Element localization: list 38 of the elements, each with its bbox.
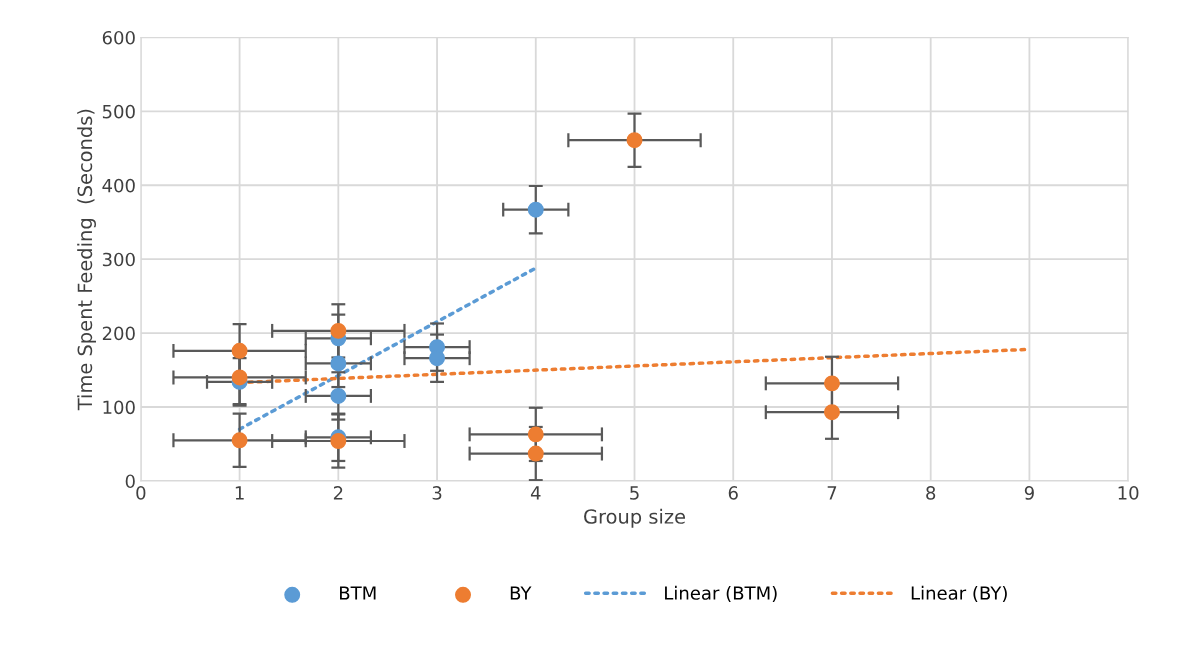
point xyxy=(527,201,544,218)
x-tick-label: 9 xyxy=(1024,486,1034,500)
x-tick-label: 3 xyxy=(432,486,442,500)
x-axis-title: Group size xyxy=(584,508,686,528)
x-tick-label: 2 xyxy=(333,486,343,500)
legend-label: Linear (BY) xyxy=(911,585,1007,602)
y-tick-label: 500 xyxy=(102,104,135,119)
legend-label: Linear (BTM) xyxy=(665,585,777,602)
legend-label: BTM xyxy=(340,586,376,600)
x-tick-label: 8 xyxy=(926,486,936,500)
point xyxy=(330,433,347,449)
x-tick-label: 7 xyxy=(827,486,837,500)
point xyxy=(330,355,347,372)
point xyxy=(823,404,840,421)
point xyxy=(527,426,544,443)
y-axis-title: Time Spent Feeding (Seconds) xyxy=(77,109,96,411)
point xyxy=(231,369,248,386)
x-tick-label: 10 xyxy=(1118,486,1139,500)
y-tick-label: 400 xyxy=(102,178,135,193)
point xyxy=(823,375,840,392)
point xyxy=(527,445,544,462)
y-tick-label: 100 xyxy=(103,400,135,415)
point xyxy=(330,387,347,404)
y-tick-label: 200 xyxy=(102,326,135,341)
x-tick-label: 1 xyxy=(235,486,244,500)
point xyxy=(330,322,347,339)
x-tick-label: 4 xyxy=(530,486,541,500)
x-tick-label: 0 xyxy=(136,486,146,500)
point xyxy=(231,342,248,359)
y-tick-label: 600 xyxy=(102,30,135,45)
y-tick-label: 0 xyxy=(125,474,135,489)
x-tick-label: 6 xyxy=(728,486,738,500)
point xyxy=(626,132,643,149)
x-tick-label: 5 xyxy=(630,486,639,500)
legend-label: BY xyxy=(510,586,532,600)
point xyxy=(231,432,248,449)
point xyxy=(429,350,446,367)
y-tick-label: 300 xyxy=(102,252,135,267)
